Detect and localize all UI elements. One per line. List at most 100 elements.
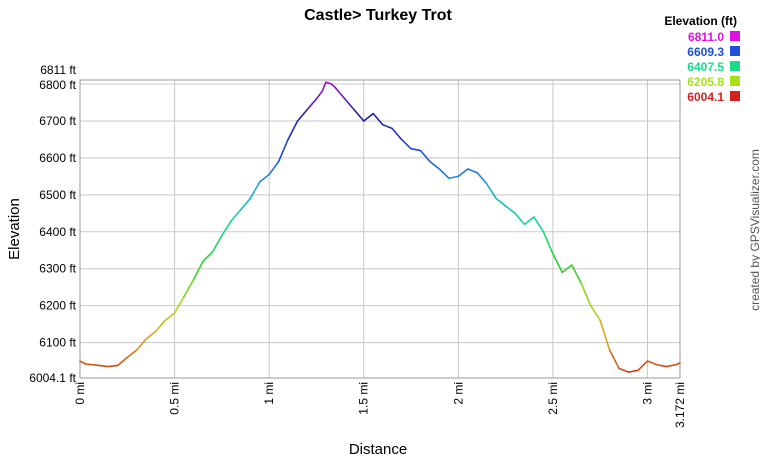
profile-segment [608,349,620,370]
profile-segment [268,160,280,176]
y-tick-label: 6811 ft [40,63,76,77]
profile-segment [580,282,592,307]
chart-title: Castle> Turkey Trot [304,7,452,24]
profile-segment [230,208,242,222]
profile-segment [533,216,545,233]
profile-segment [98,364,110,368]
legend-swatch [730,91,740,101]
profile-segment [84,363,95,366]
plot-frame [79,79,681,379]
profile-segment [258,173,270,183]
profile-segment [145,330,157,340]
profile-segment [457,168,469,178]
profile-segment [164,312,176,322]
profile-segment [183,278,195,298]
x-axis-title: Distance [349,441,407,458]
profile-segment [410,147,422,152]
credit-text: created by GPSVisualizer.com [748,149,760,311]
profile-segment [362,112,374,122]
profile-segment [135,338,148,351]
legend-swatch [730,31,740,41]
profile-segment [92,363,100,367]
grid [79,79,681,379]
profile-segment [571,264,583,285]
legend-label: 6205.8 [687,75,724,89]
profile-segment [192,260,204,281]
profile-segment [344,98,356,111]
y-tick-label: 6400 ft [39,225,76,239]
y-tick-label: 6800 ft [39,78,76,92]
profile-segment [296,109,308,122]
profile-segment [476,171,488,185]
x-tick-label: 1 mi [262,382,276,405]
legend-label: 6811.0 [688,30,724,44]
profile-segment [627,369,639,373]
y-axis-title: Elevation [6,198,23,260]
profile-segment [665,363,677,368]
profile-segment [400,138,412,150]
profile-segment [542,230,554,255]
profile-segment [277,138,289,163]
elevation-profile [79,81,681,373]
profile-segment [79,360,87,365]
x-tick-label: 3 mi [640,382,654,405]
profile-segment [495,197,507,207]
profile-segment [438,168,450,180]
profile-segment [675,362,681,366]
y-tick-label: 6500 ft [39,188,76,202]
profile-segment [523,216,535,226]
profile-segment [391,127,403,141]
profile-segment [637,360,649,372]
legend: Elevation (ft) 6811.06609.36407.56205.86… [664,14,740,104]
x-tick-label: 0 mi [73,382,87,405]
x-tick-label: 0.5 mi [168,382,182,415]
profile-segment [429,160,441,170]
profile-segment [154,319,166,333]
profile-segment [321,81,327,93]
profile-segment [504,205,516,215]
x-tick-label: 2.5 mi [546,382,560,415]
profile-segment [330,83,337,89]
profile-segment [419,149,431,163]
profile-segment [353,109,365,122]
profile-segment [126,349,138,359]
profile-segment [107,364,119,368]
profile-segment [173,295,185,314]
profile-segment [514,212,526,226]
profile-segment [448,175,460,180]
profile-segment [334,86,346,100]
y-tick-label: 6004.1 ft [29,371,76,385]
legend-label: 6407.5 [687,60,724,74]
profile-segment [306,98,318,111]
legend-label: 6004.1 [687,90,724,104]
y-tick-label: 6100 ft [39,336,76,350]
profile-segment [325,81,333,85]
profile-segment [315,90,323,100]
profile-segment [287,120,299,141]
y-tick-label: 6600 ft [39,151,76,165]
profile-segment [381,123,393,130]
legend-label: 6609.3 [687,45,724,59]
x-tick-label: 1.5 mi [357,382,371,415]
legend-swatch [730,76,740,86]
profile-segment [561,264,573,274]
profile-segment [249,181,261,200]
profile-segment [117,356,129,367]
legend-swatch [730,46,740,56]
profile-segment [589,304,601,322]
profile-segment [211,234,223,253]
profile-segment [372,112,384,126]
profile-segment [646,360,658,366]
profile-segment [485,182,497,200]
y-tick-label: 6200 ft [39,299,76,313]
y-tick-label: 6700 ft [39,114,76,128]
profile-segment [202,251,214,263]
y-axis: 6004.1 ft 6100 ft 6200 ft 6300 ft 6400 ft 650… [29,63,76,385]
profile-segment [552,253,564,274]
profile-segment [599,319,611,351]
profile-segment [239,197,252,211]
legend-swatch [730,61,740,71]
profile-segment [656,363,668,368]
profile-segment [618,367,630,373]
